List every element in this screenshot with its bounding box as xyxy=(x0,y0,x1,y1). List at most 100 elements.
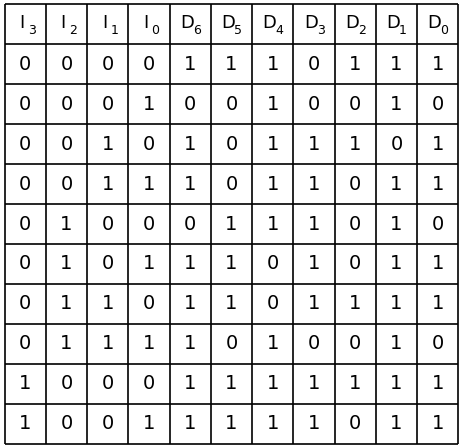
Text: 1: 1 xyxy=(267,414,279,433)
Text: 1: 1 xyxy=(308,254,320,273)
Text: 1: 1 xyxy=(60,215,73,233)
Text: 1: 1 xyxy=(399,24,407,37)
Text: 1: 1 xyxy=(101,334,114,353)
Text: 0: 0 xyxy=(60,374,73,393)
Text: 0: 0 xyxy=(60,95,73,114)
Text: 1: 1 xyxy=(143,414,155,433)
Text: 1: 1 xyxy=(432,55,444,74)
Text: 1: 1 xyxy=(60,254,73,273)
Text: 0: 0 xyxy=(184,215,196,233)
Text: 0: 0 xyxy=(390,135,403,154)
Text: 0: 0 xyxy=(267,294,279,313)
Text: D: D xyxy=(386,14,400,32)
Text: 1: 1 xyxy=(432,175,444,194)
Text: D: D xyxy=(345,14,359,32)
Text: 1: 1 xyxy=(390,215,403,233)
Text: 0: 0 xyxy=(349,414,362,433)
Text: 0: 0 xyxy=(19,254,31,273)
Text: 0: 0 xyxy=(440,24,448,37)
Text: 1: 1 xyxy=(184,334,196,353)
Text: 1: 1 xyxy=(432,374,444,393)
Text: 0: 0 xyxy=(349,334,362,353)
Text: 1: 1 xyxy=(349,135,362,154)
Text: 0: 0 xyxy=(267,254,279,273)
Text: 1: 1 xyxy=(267,215,279,233)
Text: 1: 1 xyxy=(101,175,114,194)
Text: 0: 0 xyxy=(225,175,238,194)
Text: 3: 3 xyxy=(317,24,325,37)
Text: 0: 0 xyxy=(308,95,320,114)
Text: 1: 1 xyxy=(19,414,31,433)
Text: 1: 1 xyxy=(308,414,320,433)
Text: 1: 1 xyxy=(184,135,196,154)
Text: 5: 5 xyxy=(234,24,242,37)
Text: 1: 1 xyxy=(432,135,444,154)
Text: 0: 0 xyxy=(101,414,114,433)
Text: D: D xyxy=(221,14,235,32)
Text: 0: 0 xyxy=(101,374,114,393)
Text: 2: 2 xyxy=(69,24,77,37)
Text: 0: 0 xyxy=(19,215,31,233)
Text: 0: 0 xyxy=(432,95,444,114)
Text: 1: 1 xyxy=(267,55,279,74)
Text: 1: 1 xyxy=(143,254,155,273)
Text: 0: 0 xyxy=(432,215,444,233)
Text: 1: 1 xyxy=(225,414,238,433)
Text: 4: 4 xyxy=(275,24,283,37)
Text: 0: 0 xyxy=(143,135,155,154)
Text: 1: 1 xyxy=(184,414,196,433)
Text: I: I xyxy=(61,14,66,32)
Text: 1: 1 xyxy=(267,135,279,154)
Text: 1: 1 xyxy=(60,334,73,353)
Text: 1: 1 xyxy=(110,24,118,37)
Text: 0: 0 xyxy=(225,135,238,154)
Text: 0: 0 xyxy=(19,55,31,74)
Text: 1: 1 xyxy=(143,175,155,194)
Text: 1: 1 xyxy=(225,55,238,74)
Text: I: I xyxy=(102,14,107,32)
Text: 0: 0 xyxy=(143,374,155,393)
Text: 1: 1 xyxy=(184,175,196,194)
Text: 6: 6 xyxy=(193,24,201,37)
Text: 1: 1 xyxy=(390,334,403,353)
Text: 1: 1 xyxy=(267,334,279,353)
Text: 0: 0 xyxy=(349,175,362,194)
Text: 1: 1 xyxy=(390,254,403,273)
Text: 0: 0 xyxy=(60,135,73,154)
Text: 1: 1 xyxy=(390,414,403,433)
Text: 0: 0 xyxy=(143,294,155,313)
Text: 0: 0 xyxy=(184,95,196,114)
Text: 1: 1 xyxy=(225,294,238,313)
Text: I: I xyxy=(19,14,25,32)
Text: 0: 0 xyxy=(143,215,155,233)
Text: 1: 1 xyxy=(184,294,196,313)
Text: 0: 0 xyxy=(349,254,362,273)
Text: 0: 0 xyxy=(19,294,31,313)
Text: 0: 0 xyxy=(151,24,160,37)
Text: 1: 1 xyxy=(101,294,114,313)
Text: 1: 1 xyxy=(308,135,320,154)
Text: 1: 1 xyxy=(432,294,444,313)
Text: 0: 0 xyxy=(308,55,320,74)
Text: 1: 1 xyxy=(308,294,320,313)
Text: 1: 1 xyxy=(308,374,320,393)
Text: 1: 1 xyxy=(432,414,444,433)
Text: 0: 0 xyxy=(19,95,31,114)
Text: 0: 0 xyxy=(349,95,362,114)
Text: 1: 1 xyxy=(184,374,196,393)
Text: 0: 0 xyxy=(349,215,362,233)
Text: 1: 1 xyxy=(267,175,279,194)
Text: 0: 0 xyxy=(101,215,114,233)
Text: 1: 1 xyxy=(349,55,362,74)
Text: D: D xyxy=(180,14,194,32)
Text: 1: 1 xyxy=(143,334,155,353)
Text: 1: 1 xyxy=(390,294,403,313)
Text: 1: 1 xyxy=(349,374,362,393)
Text: 0: 0 xyxy=(19,334,31,353)
Text: 1: 1 xyxy=(225,215,238,233)
Text: I: I xyxy=(143,14,148,32)
Text: 1: 1 xyxy=(143,95,155,114)
Text: D: D xyxy=(427,14,441,32)
Text: 3: 3 xyxy=(28,24,36,37)
Text: 1: 1 xyxy=(225,374,238,393)
